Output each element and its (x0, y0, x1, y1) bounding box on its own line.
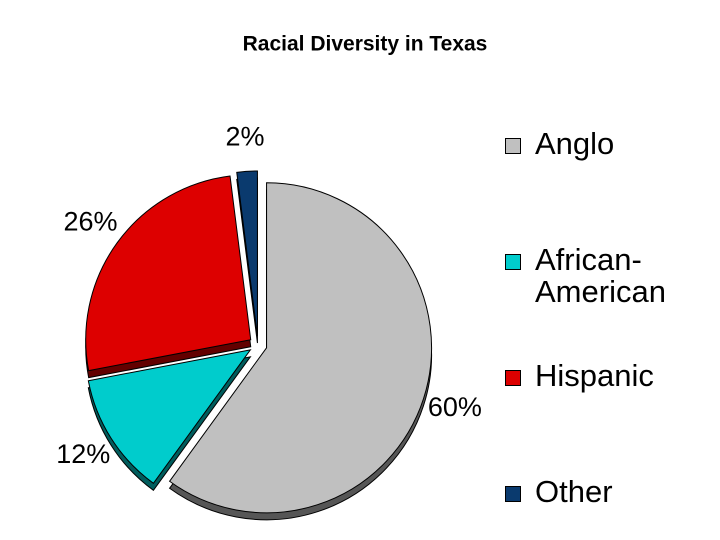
pie-slice (87, 349, 252, 485)
data-label: 2% (225, 122, 264, 152)
legend-label: Other (535, 474, 613, 509)
legend-swatch (505, 138, 521, 154)
chart-title: Racial Diversity in Texas (243, 33, 488, 56)
data-label: 12% (56, 439, 110, 469)
pie-slice (85, 175, 252, 372)
legend-swatch (505, 254, 521, 270)
data-label: 26% (64, 206, 118, 236)
legend-label: Anglo (535, 126, 615, 161)
legend-swatch (505, 486, 521, 502)
data-label: 60% (428, 392, 482, 422)
pie-slice (236, 170, 258, 337)
pie-slice (168, 182, 433, 514)
legend-entry: Anglo (505, 128, 715, 160)
legend-label: Hispanic (535, 358, 654, 393)
legend-entry: African-American (505, 244, 715, 308)
legend-label: African-American (535, 242, 666, 309)
legend-entry: Hispanic (505, 360, 715, 392)
legend-entry: Other (505, 476, 715, 508)
legend-swatch (505, 370, 521, 386)
